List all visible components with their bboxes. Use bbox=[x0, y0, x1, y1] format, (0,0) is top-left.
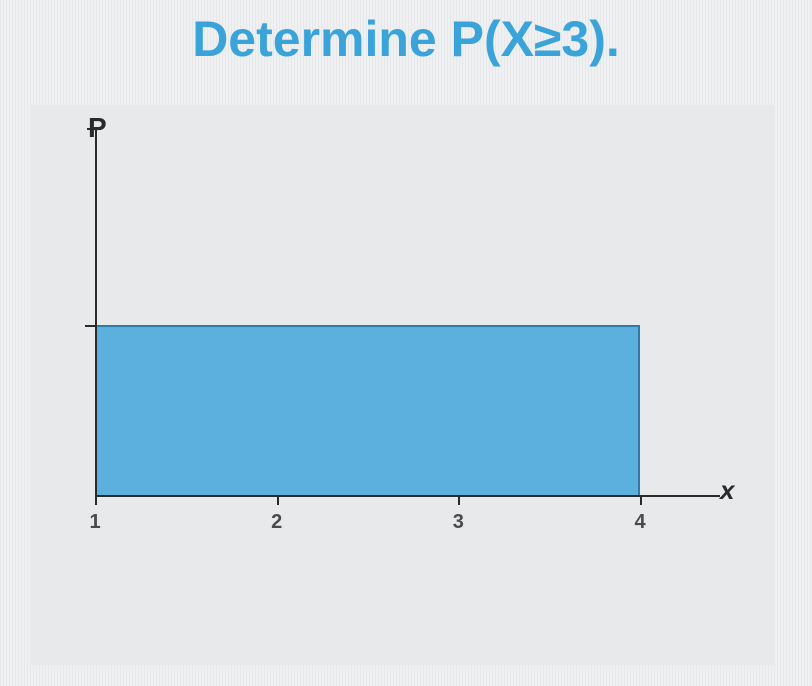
x-tick-label: 3 bbox=[443, 511, 473, 534]
x-axis bbox=[95, 495, 720, 497]
x-axis-label: x bbox=[720, 475, 734, 506]
chart-panel: 1 2 3 4 P x bbox=[30, 105, 775, 665]
y-axis-label: P bbox=[88, 112, 107, 144]
page-root: Determine P(X≥3). 1 2 3 4 P x bbox=[0, 0, 812, 686]
y-tick-p bbox=[85, 325, 95, 327]
question-title: Determine P(X≥3). bbox=[0, 10, 812, 68]
x-tick-label: 4 bbox=[625, 511, 655, 534]
x-tick-label: 2 bbox=[262, 511, 292, 534]
x-tick bbox=[640, 495, 642, 505]
x-tick bbox=[277, 495, 279, 505]
y-axis bbox=[95, 128, 97, 495]
x-tick-label: 1 bbox=[80, 511, 110, 534]
uniform-pdf-rect bbox=[95, 325, 640, 495]
x-tick bbox=[95, 495, 97, 505]
x-tick bbox=[458, 495, 460, 505]
plot-area: 1 2 3 4 bbox=[30, 105, 775, 665]
